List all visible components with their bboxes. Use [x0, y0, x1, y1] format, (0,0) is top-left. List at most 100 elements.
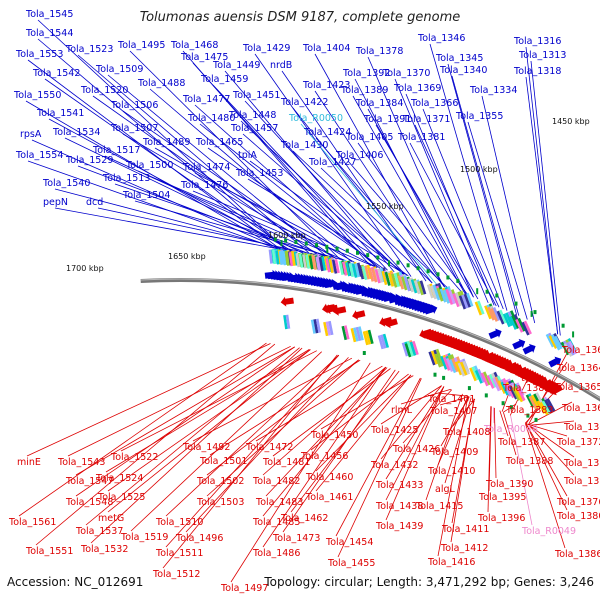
- reverse-leader-line: [35, 343, 276, 546]
- forward-gene-label: Tola_1477: [182, 94, 230, 105]
- feature-segment: [516, 387, 526, 402]
- feature-segment: [285, 314, 291, 329]
- feature-segment: [353, 327, 359, 342]
- gene-labels: Tola_1545Tola_1544Tola_1553Tola_1542Tola…: [8, 9, 600, 594]
- forward-gene-label: Tola_1405: [345, 132, 393, 143]
- feature-segment: [554, 335, 563, 350]
- feature-segment: [436, 352, 444, 367]
- reverse-leader-line: [230, 362, 371, 583]
- reverse-leader-line: [272, 368, 391, 457]
- reverse-gene-label: Tola_1485: [252, 517, 300, 528]
- forward-gene-label: Tola_1545: [25, 9, 73, 20]
- leader-lines: [18, 19, 575, 583]
- feature-segment: [454, 292, 463, 307]
- forward-leader-line: [394, 78, 489, 304]
- reverse-gene-label: Tola_1511: [155, 548, 203, 559]
- reverse-gene-arrow: [324, 304, 339, 315]
- arrow-shape: [332, 305, 347, 316]
- feature-segment: [452, 293, 460, 308]
- feature-segment: [313, 319, 319, 334]
- reverse-leader-line: [528, 424, 575, 458]
- feature-segment: [377, 268, 384, 283]
- feature-bar: [323, 320, 334, 337]
- forward-leader-line: [281, 70, 427, 282]
- reverse-gene-label: Tola_1433: [375, 480, 423, 491]
- forward-leader-line: [357, 142, 469, 296]
- forward-gene-label: dcd: [86, 197, 103, 208]
- forward-leader-line: [354, 78, 467, 295]
- tick-mark: [572, 331, 575, 338]
- reverse-gene-label: Tola_1395: [478, 492, 526, 503]
- feature-segment: [509, 385, 518, 400]
- feature-segment: [367, 329, 374, 344]
- reverse-gene-label: Tola_1407: [429, 406, 477, 417]
- reverse-gene-label: algL: [435, 484, 455, 495]
- feature-segment: [381, 270, 388, 286]
- gc-marker: [345, 248, 349, 253]
- forward-leader-line: [530, 60, 561, 336]
- feature-segment: [338, 260, 344, 276]
- feature-segment: [409, 341, 417, 356]
- reverse-leader-line: [499, 410, 509, 437]
- reverse-leader-line: [282, 369, 396, 533]
- feature-segment: [413, 280, 421, 295]
- reverse-gene-label: tyrA: [521, 373, 541, 384]
- gc-marker: [315, 243, 318, 248]
- feature-segment: [497, 380, 506, 395]
- feature-bar: [490, 306, 501, 322]
- arrow-shape: [510, 364, 524, 375]
- feature-segment: [466, 292, 474, 307]
- feature-segment: [371, 268, 378, 283]
- reverse-gene-label: Tola_1411: [441, 524, 489, 535]
- reverse-gene-label: Tola_1376: [556, 497, 600, 508]
- reverse-gene-label: Tola_1439: [375, 521, 423, 532]
- feature-bar: [551, 335, 563, 351]
- reverse-gene-label: Tola_1365: [554, 382, 600, 393]
- forward-leader-line: [409, 142, 497, 307]
- arrow-shape: [548, 356, 562, 368]
- feature-bar: [521, 320, 532, 336]
- forward-leader-line: [97, 207, 323, 257]
- feature-segment: [515, 318, 524, 333]
- reverse-leader-line: [525, 361, 568, 424]
- reverse-leader-line: [437, 396, 469, 466]
- forward-gene-label: rpsA: [20, 129, 42, 140]
- reverse-gene-arrow: [550, 384, 563, 396]
- forward-leader-line: [129, 50, 341, 260]
- forward-gene-label: Tola_1553: [15, 49, 63, 60]
- feature-segment: [477, 300, 485, 315]
- forward-gene-label: Tola_1513: [102, 173, 150, 184]
- feature-segment: [458, 295, 467, 310]
- forward-leader-line: [405, 93, 495, 306]
- feature-segment: [544, 399, 554, 413]
- forward-gene-label: Tola_1355: [455, 111, 503, 122]
- reverse-leader-line: [528, 425, 575, 476]
- forward-gene-label: Tola_1429: [242, 43, 290, 54]
- forward-gene-label: Tola_1520: [80, 85, 128, 96]
- forward-gene-label: Tola_1392: [342, 68, 390, 79]
- reverse-gene-label: metG: [98, 513, 124, 524]
- feature-segment: [334, 258, 340, 274]
- feature-segment: [525, 394, 535, 408]
- feature-segment: [391, 273, 398, 288]
- feature-segment: [318, 256, 324, 272]
- feature-segment: [362, 331, 369, 346]
- reverse-leader-line: [439, 396, 470, 406]
- feature-segment: [514, 388, 524, 403]
- arrow-shape: [535, 376, 549, 388]
- reverse-gene-label: rlmL: [391, 405, 413, 416]
- reverse-gene-label: Tola_1460: [305, 472, 353, 483]
- forward-gene-label: Tola_1517: [92, 145, 140, 156]
- reverse-gene-label: Tola_1483: [255, 497, 303, 508]
- feature-segment: [448, 359, 457, 374]
- reverse-gene-label: Tola_1368: [563, 422, 600, 433]
- gc-marker: [446, 275, 450, 280]
- feature-segment: [496, 310, 505, 325]
- forward-leader-line: [525, 46, 559, 335]
- feature-segment: [404, 277, 411, 292]
- forward-gene-label: Tola_1369: [393, 83, 441, 94]
- reverse-gene-label: Tola_1396: [477, 513, 525, 524]
- feature-segment: [380, 334, 387, 349]
- forward-leader-line: [314, 53, 445, 288]
